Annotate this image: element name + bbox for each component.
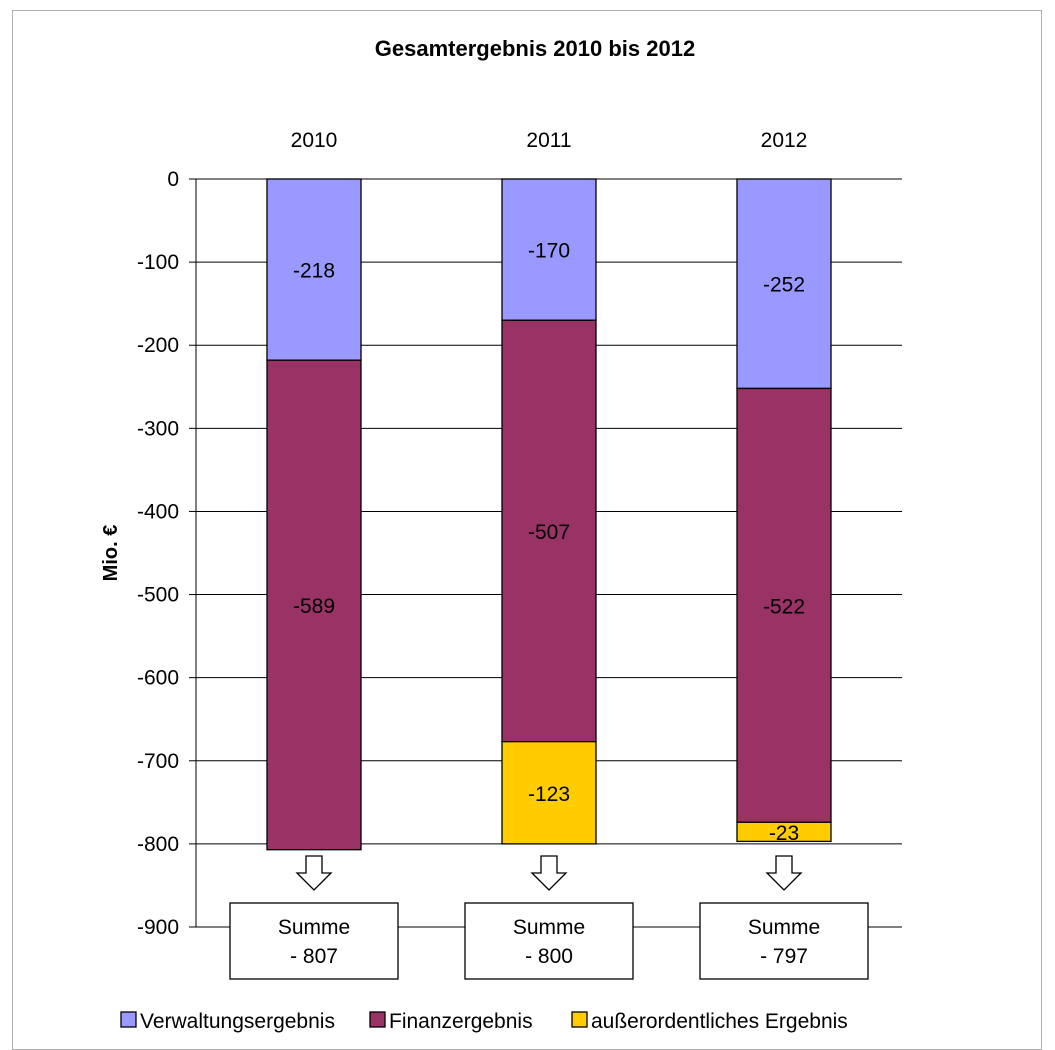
- bars: [266, 178, 832, 851]
- legend-label: Finanzergebnis: [389, 1010, 533, 1033]
- category-label: 2011: [526, 129, 571, 152]
- y-tick-label: -100: [137, 251, 179, 274]
- y-tick-label: -900: [137, 916, 179, 939]
- category-label: 2010: [291, 129, 338, 152]
- category-labels: 2010 2011 2012: [291, 129, 808, 152]
- sum-value: - 797: [760, 945, 808, 968]
- down-arrow-icon: [530, 855, 568, 891]
- y-tick-label: -500: [137, 584, 179, 607]
- sum-label: Summe: [513, 916, 585, 939]
- sum-box: [229, 902, 399, 980]
- data-labels: -218 -589 -170 -507 -123 -252 -522 -23: [293, 240, 805, 845]
- bar-segment: [501, 319, 597, 743]
- data-label: -252: [763, 274, 805, 297]
- data-label: -522: [763, 595, 805, 618]
- legend-swatch: [571, 1011, 588, 1028]
- down-arrow-icon: [765, 855, 803, 891]
- sum-label: Summe: [278, 916, 350, 939]
- sum-label: Summe: [748, 916, 820, 939]
- y-tick-label: -800: [137, 833, 179, 856]
- y-tick-label: 0: [167, 168, 179, 191]
- down-arrow-icon: [295, 855, 333, 891]
- bar-segment: [736, 387, 832, 823]
- y-axis: 0 -100 -200 -300 -400 -500 -600 -700 -800 -900: [137, 168, 197, 939]
- legend-label: außerordentliches Ergebnis: [591, 1010, 848, 1033]
- bar-segment: [736, 178, 832, 390]
- category-label: 2012: [761, 129, 808, 152]
- bar-segment: [736, 821, 832, 843]
- legend-swatch: [369, 1011, 386, 1028]
- sum-box: [699, 902, 869, 980]
- data-label: -218: [293, 260, 335, 283]
- bar-segment: [501, 741, 597, 845]
- y-tick-label: -300: [137, 417, 179, 440]
- data-label: -23: [769, 822, 799, 845]
- legend-swatch: [120, 1011, 137, 1028]
- data-label: -507: [528, 521, 570, 544]
- legend-label: Verwaltungsergebnis: [140, 1010, 335, 1033]
- y-tick-label: -600: [137, 667, 179, 690]
- y-tick-label: -700: [137, 750, 179, 773]
- y-tick-label: -400: [137, 500, 179, 523]
- sum-annotations: Summe - 807 Summe - 800 Summe - 797: [229, 855, 869, 980]
- bar-segment: [501, 178, 597, 321]
- legend: Verwaltungsergebnis Finanzergebnis außeror…: [120, 1010, 848, 1033]
- chart-title: Gesamtergebnis 2010 bis 2012: [375, 36, 695, 61]
- data-label: -123: [528, 783, 570, 806]
- sum-box: [464, 902, 634, 980]
- y-axis-label: Mio. €: [100, 525, 122, 582]
- sum-value: - 807: [290, 945, 338, 968]
- y-tick-label: -200: [137, 334, 179, 357]
- bar-segment: [266, 178, 362, 361]
- bar-segment: [266, 359, 362, 851]
- sum-value: - 800: [525, 945, 573, 968]
- data-label: -170: [528, 240, 570, 263]
- data-label: -589: [293, 595, 335, 618]
